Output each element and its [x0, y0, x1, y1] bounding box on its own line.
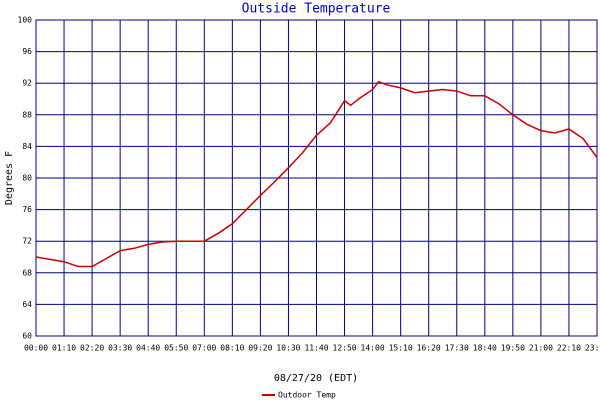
x-tick-label: 07:00 [192, 344, 216, 353]
x-axis-label: 08/27/20 (EDT) [274, 373, 358, 384]
y-tick-label: 76 [22, 205, 32, 214]
x-tick-label: 19:50 [501, 344, 525, 353]
y-tick-label: 64 [22, 300, 32, 309]
x-tick-label: 18:40 [473, 344, 497, 353]
x-tick-label: 23:20 [585, 344, 600, 353]
y-tick-label: 68 [22, 268, 32, 277]
y-axis-label: Degrees F [4, 151, 15, 205]
x-tick-label: 17:30 [445, 344, 469, 353]
x-tick-label: 03:30 [108, 344, 132, 353]
x-tick-label: 10:30 [276, 344, 300, 353]
x-tick-label: 14:00 [361, 344, 385, 353]
chart-title: Outside Temperature [242, 2, 391, 17]
plot-border [35, 19, 598, 337]
x-tick-label: 16:20 [417, 344, 441, 353]
y-tick-label: 100 [18, 16, 33, 25]
x-tick-label: 02:20 [80, 344, 104, 353]
data-line [35, 80, 598, 268]
x-tick-label: 11:40 [304, 344, 328, 353]
y-tick-label: 84 [22, 142, 32, 151]
y-tick-label: 72 [22, 237, 32, 246]
x-tick-label: 05:50 [164, 344, 188, 353]
x-tick-label: 15:10 [389, 344, 413, 353]
x-tick-label: 04:40 [136, 344, 160, 353]
legend-label: Outdoor Temp [278, 391, 336, 400]
x-tick-label: 12:50 [333, 344, 357, 353]
y-tick-label: 60 [22, 332, 32, 341]
x-tick-label: 00:00 [24, 344, 48, 353]
x-tick-label: 01:10 [52, 344, 76, 353]
x-tick-label: 09:20 [248, 344, 272, 353]
x-tick-label: 08:10 [220, 344, 244, 353]
y-tick-label: 96 [22, 47, 32, 56]
y-tick-label: 88 [22, 110, 32, 119]
x-tick-label: 21:00 [529, 344, 553, 353]
y-tick-label: 92 [22, 79, 32, 88]
x-tick-label: 22:10 [557, 344, 581, 353]
y-tick-label: 80 [22, 174, 32, 183]
